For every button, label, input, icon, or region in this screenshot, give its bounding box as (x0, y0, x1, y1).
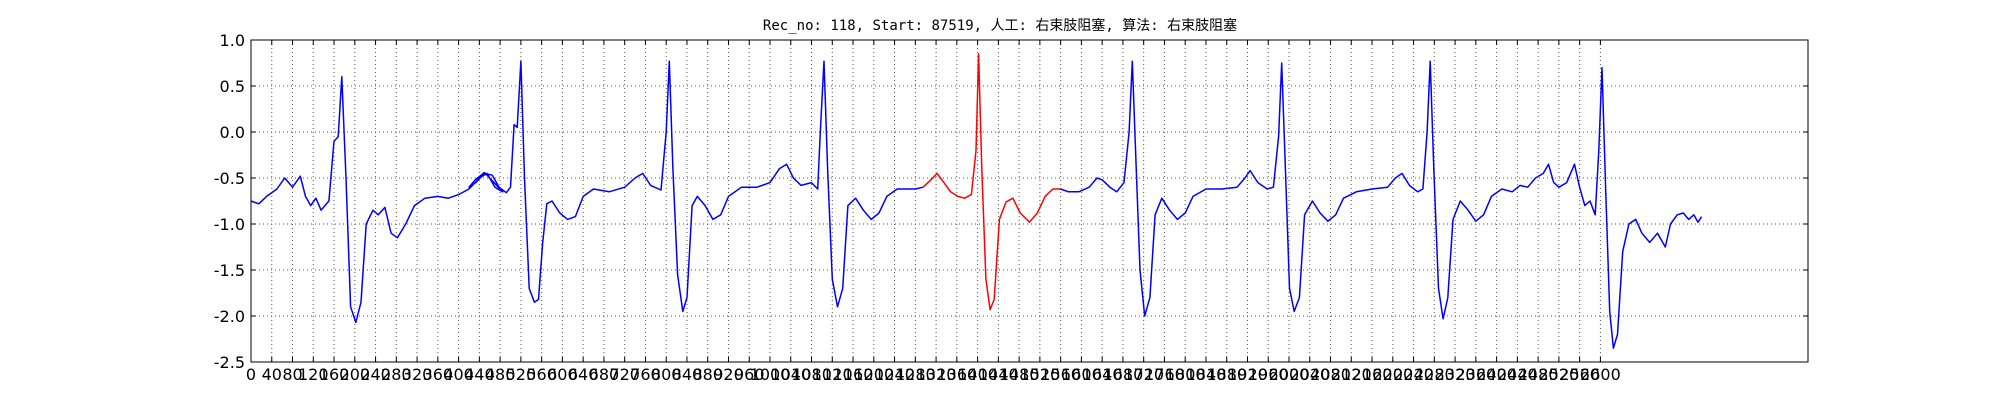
y-tick-label: 1.0 (220, 31, 245, 50)
x-tick-label: 920 (713, 365, 744, 384)
x-tick-label: 400 (443, 365, 474, 384)
x-tick-label: 1840 (1186, 365, 1227, 384)
x-tick-label: 1560 (1040, 365, 1081, 384)
x-tick-label: 1320 (916, 365, 957, 384)
x-tick-label: 1440 (978, 365, 1019, 384)
grid-layer (250, 39, 1808, 363)
x-tick-label: 1520 (1020, 365, 1061, 384)
x-tick-label: 800 (651, 365, 682, 384)
x-tick-label: 1600 (1061, 365, 1102, 384)
x-tick-label: 160 (319, 365, 350, 384)
x-tick-label: 2560 (1559, 365, 1600, 384)
y-tick-label: -2.0 (214, 307, 245, 326)
x-tick-label: 2120 (1331, 365, 1372, 384)
x-tick-label: 1720 (1123, 365, 1164, 384)
y-tick-label: -1.0 (214, 215, 245, 234)
y-tick-label: 0.0 (220, 123, 245, 142)
x-tick-label: 1360 (936, 365, 977, 384)
y-tick-label: -1.5 (214, 261, 245, 280)
x-tick-label: 760 (630, 365, 661, 384)
x-tick-label: 2080 (1310, 365, 1351, 384)
series-line-normal-0 (250, 60, 924, 324)
x-tick-label: 680 (589, 365, 620, 384)
x-tick-label: 560 (526, 365, 557, 384)
x-tick-label: 1960 (1248, 365, 1289, 384)
x-tick-label: 1680 (1103, 365, 1144, 384)
x-tick-label: 1280 (895, 365, 936, 384)
x-tick-label: 1160 (833, 365, 874, 384)
y-tick-label: -0.5 (214, 169, 245, 188)
x-tick-label: 2440 (1497, 365, 1538, 384)
x-tick-label: 360 (423, 365, 454, 384)
x-tick-label: 2040 (1289, 365, 1330, 384)
x-tick-label: 480 (485, 365, 516, 384)
chart-title: Rec_no: 118, Start: 87519, 人工: 右束肢阻塞, 算法… (763, 17, 1237, 34)
x-tick-label: 1640 (1082, 365, 1123, 384)
plot-frame (250, 39, 1809, 363)
x-tick-label: 440 (464, 365, 495, 384)
x-tick-label: 280 (381, 365, 412, 384)
x-tick-label: 2400 (1476, 365, 1517, 384)
x-tick-label: 2280 (1414, 365, 1455, 384)
x-tick-label: 2200 (1372, 365, 1413, 384)
x-tick-label: 1880 (1206, 365, 1247, 384)
x-tick-label: 840 (672, 365, 703, 384)
x-tick-label: 1200 (853, 365, 894, 384)
x-tick-label: 520 (506, 365, 537, 384)
x-tick-label: 2360 (1455, 365, 1496, 384)
x-tick-label: 1800 (1165, 365, 1206, 384)
y-tick-label: -2.5 (214, 353, 245, 372)
y-tick-label: 0.5 (220, 77, 245, 96)
x-tick-label: 1400 (957, 365, 998, 384)
x-tick-label: 640 (568, 365, 599, 384)
x-tick-label: 40 (262, 365, 282, 384)
x-tick-label: 2000 (1269, 365, 1310, 384)
x-tick-label: 2600 (1580, 365, 1621, 384)
x-tick-label: 2160 (1352, 365, 1393, 384)
x-tick-label: 1240 (874, 365, 915, 384)
x-tick-label: 320 (402, 365, 433, 384)
series-line-highlighted-1 (922, 53, 1061, 311)
x-axis-ticks: 0 40 8012016020024028032036040044048052056… (246, 40, 1621, 384)
x-tick-label: 880 (692, 365, 723, 384)
x-tick-label: 80 (282, 365, 302, 384)
x-tick-label: 2320 (1435, 365, 1476, 384)
series-line-normal-2 (1060, 60, 1703, 349)
y-axis-ticks: 1.0 0.5 0.0 -0.5 -1.0 -1.5 -2.0 -2.5 (214, 31, 1808, 372)
x-tick-label: 1000 (750, 365, 791, 384)
x-tick-label: 200 (340, 365, 371, 384)
x-tick-label: 2240 (1393, 365, 1434, 384)
x-tick-label: 1480 (999, 365, 1040, 384)
x-tick-label: 120 (298, 365, 329, 384)
x-tick-label: 960 (734, 365, 765, 384)
x-tick-label: 1920 (1227, 365, 1268, 384)
x-tick-label: 1080 (791, 365, 832, 384)
x-tick-label: 600 (547, 365, 578, 384)
x-tick-label: 0 (246, 365, 256, 384)
x-tick-label: 1040 (770, 365, 811, 384)
x-tick-label: 1120 (812, 365, 853, 384)
x-tick-label: 2520 (1539, 365, 1580, 384)
x-tick-label: 1760 (1144, 365, 1185, 384)
x-tick-label: 720 (609, 365, 640, 384)
x-tick-label: 2480 (1518, 365, 1559, 384)
x-tick-label: 240 (360, 365, 391, 384)
series-layer (250, 53, 1703, 349)
